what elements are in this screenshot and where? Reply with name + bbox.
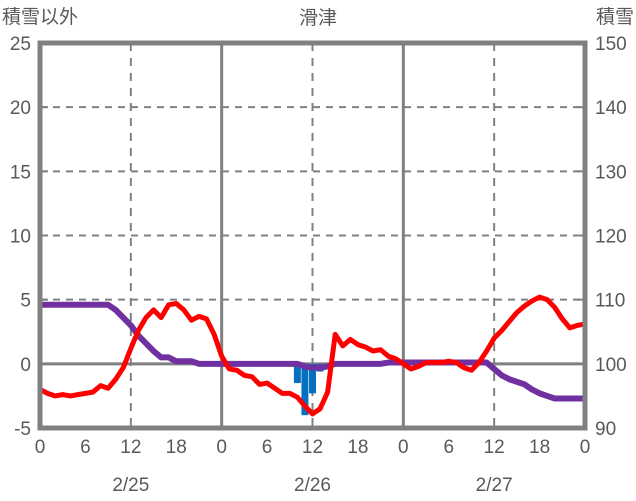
y-axis-tick-label-right: 110 bbox=[595, 291, 625, 312]
precipitation-bar bbox=[301, 363, 309, 416]
x-axis-tick-label: 6 bbox=[80, 437, 91, 458]
y-axis-tick-label-right: 100 bbox=[595, 355, 627, 376]
y-axis-tick-label-right: 120 bbox=[595, 227, 627, 248]
x-axis-tick-label: 12 bbox=[120, 437, 141, 458]
y-axis-tick-label-left: 5 bbox=[20, 291, 31, 312]
x-axis-tick-label: 0 bbox=[580, 437, 591, 458]
y-axis-tick-label-left: -5 bbox=[14, 419, 31, 440]
y-axis-tick-label-right: 140 bbox=[595, 98, 627, 119]
y-axis-tick-label-left: 10 bbox=[10, 227, 31, 248]
left-axis-unit-label: 積雪以外 bbox=[2, 7, 79, 28]
y-axis-tick-label-left: 15 bbox=[10, 162, 31, 183]
y-axis-tick-label-left: 20 bbox=[10, 98, 31, 119]
right-axis-unit-label: 積雪 bbox=[595, 7, 634, 28]
y-axis-tick-label-right: 150 bbox=[595, 34, 627, 55]
x-axis-tick-label: 0 bbox=[216, 437, 227, 458]
x-axis-tick-label: 6 bbox=[443, 437, 454, 458]
x-axis-tick-label: 12 bbox=[484, 437, 505, 458]
chart-title: 滑津 bbox=[298, 8, 337, 29]
x-axis-day-label: 2/25 bbox=[112, 475, 149, 496]
x-axis-tick-label: 0 bbox=[35, 437, 46, 458]
series-line-temperature bbox=[37, 294, 588, 417]
x-axis-tick-label: 18 bbox=[529, 437, 550, 458]
x-axis-day-label: 2/26 bbox=[294, 475, 331, 496]
y-axis-tick-label-right: 130 bbox=[595, 162, 627, 183]
x-axis-tick-label: 18 bbox=[347, 437, 368, 458]
y-axis-tick-label-right: 90 bbox=[595, 419, 616, 440]
precipitation-bar bbox=[309, 363, 316, 394]
series-line-snow-depth bbox=[40, 301, 585, 402]
y-axis-tick-label-left: 25 bbox=[10, 34, 31, 55]
x-axis-tick-label: 12 bbox=[302, 437, 323, 458]
precipitation-bar bbox=[293, 363, 301, 384]
y-axis-tick-label-left: 0 bbox=[20, 355, 31, 376]
x-axis-tick-label: 6 bbox=[262, 437, 273, 458]
x-axis-tick-label: 18 bbox=[166, 437, 187, 458]
x-axis-day-label: 2/27 bbox=[476, 475, 513, 496]
x-axis-tick-label: 0 bbox=[398, 437, 409, 458]
